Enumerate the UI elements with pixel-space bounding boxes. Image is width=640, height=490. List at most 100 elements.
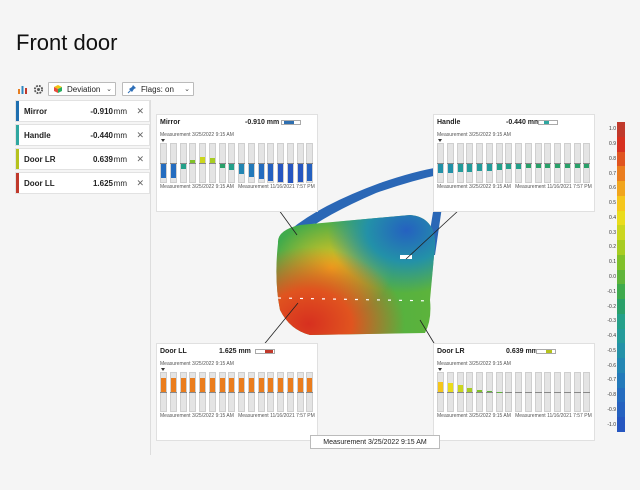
bar-column [573,372,581,412]
bar-chart-icon[interactable] [16,83,28,95]
deviation-bar [584,164,590,168]
zero-line [169,163,177,164]
zero-line [544,392,552,393]
deviation-bar [200,157,205,163]
bar-column [466,143,474,183]
close-icon[interactable]: ✕ [136,177,144,188]
deviation-bar [180,164,186,169]
deviation-bar [258,377,264,392]
zero-line [583,163,591,164]
bar-column [583,372,591,412]
bar-column [456,372,464,412]
bar-column [267,143,275,183]
deviation-bar [457,385,463,392]
panel-handle[interactable]: Handle -0.440 mm Measurement 3/25/2022 9… [433,114,595,212]
bar-column [247,372,255,412]
flags-dropdown[interactable]: Flags: on ⌄ [122,82,194,96]
deviation-bar [170,164,176,179]
panel-chart [160,143,316,183]
deviation-bar [278,164,283,183]
bar-column [505,372,513,412]
door-panel [276,215,436,335]
measurement-select-button[interactable]: Measurement 3/25/2022 9:15 AM [310,435,440,449]
marker-icon [438,368,442,371]
deviation-bar [477,390,482,392]
zero-line [286,163,294,164]
legend-label: -0.9 [607,406,616,413]
deviation-bar [574,164,580,168]
deviation-bar [555,164,560,168]
item-name: Mirror [24,106,48,116]
deviation-bar [297,164,303,183]
legend-swatch [617,240,625,256]
close-icon[interactable]: ✕ [136,129,144,140]
legend-swatch [617,225,625,241]
zero-line [189,392,197,393]
zero-line [199,163,206,164]
zero-line [228,392,236,393]
legend-swatch [617,299,625,315]
bar-column [306,372,314,412]
panel-footer: Measurement 3/25/2022 9:15 AM Measuremen… [160,413,315,419]
deviation-bar [219,164,225,168]
legend-swatch [617,254,625,271]
bar-column [446,372,454,412]
list-item-handle[interactable]: Handle -0.440 mm ✕ [15,124,150,146]
item-value: -0.440 [90,130,113,140]
chevron-down-icon: ⌄ [184,86,190,93]
mode-dropdown[interactable]: Deviation ⌄ [48,82,116,96]
panel-measurement: Measurement 3/25/2022 9:15 AM [160,132,234,138]
zero-line [505,163,513,164]
deviation-bar [447,164,453,173]
divider [150,100,151,455]
close-icon[interactable]: ✕ [136,105,144,116]
legend-label: 0.7 [609,170,616,177]
deviation-bar [467,388,473,392]
list-item-door-ll[interactable]: Door LL 1.625 mm ✕ [15,172,150,194]
legend-label: -0.3 [607,318,616,325]
close-icon[interactable]: ✕ [136,153,144,164]
bar-column [257,372,265,412]
deviation-bar [209,377,215,392]
panel-door-ll[interactable]: Door LL 1.625 mm Measurement 3/25/2022 9… [156,343,318,441]
bar-column [208,372,216,412]
zero-line [466,392,474,393]
footer-right: Measurement 11/16/2021 7:57 PM [515,413,592,419]
list-item-mirror[interactable]: Mirror -0.910 mm ✕ [15,100,150,122]
legend-swatch [617,313,625,330]
bar-column [277,143,284,183]
deviation-bar [239,377,244,392]
panel-door-lr[interactable]: Door LR 0.639 mm Measurement 3/25/2022 9… [433,343,595,441]
zero-line [456,163,464,164]
item-unit: mm [113,154,127,164]
deviation-bar [170,377,176,392]
bar-column [437,143,444,183]
bar-column [169,143,177,183]
item-unit: mm [113,106,127,116]
list-item-door-lr[interactable]: Door LR 0.639 mm ✕ [15,148,150,170]
deviation-bar [486,391,492,392]
deviation-bar [190,160,196,163]
bar-column [169,372,177,412]
bar-column [238,143,245,183]
zero-line [476,163,483,164]
bar-column [524,143,532,183]
legend-label: 0.9 [609,141,616,148]
legend-label: -0.8 [607,392,616,399]
panel-chart [437,372,593,412]
door-3d-view[interactable] [150,95,600,455]
panel-mini-bar [255,349,275,354]
panel-mirror[interactable]: Mirror -0.910 mm Measurement 3/25/2022 9… [156,114,318,212]
item-name: Door LL [24,178,55,188]
gear-icon[interactable] [32,83,44,95]
legend-label: -0.5 [607,347,616,354]
zero-line [189,163,197,164]
legend-label: -1.0 [607,421,616,428]
legend-swatch [617,284,625,300]
deviation-bar [287,377,293,392]
zero-line [257,163,265,164]
legend-swatch [617,210,625,226]
legend-label: 0.5 [609,200,616,207]
legend-swatch [617,343,625,359]
